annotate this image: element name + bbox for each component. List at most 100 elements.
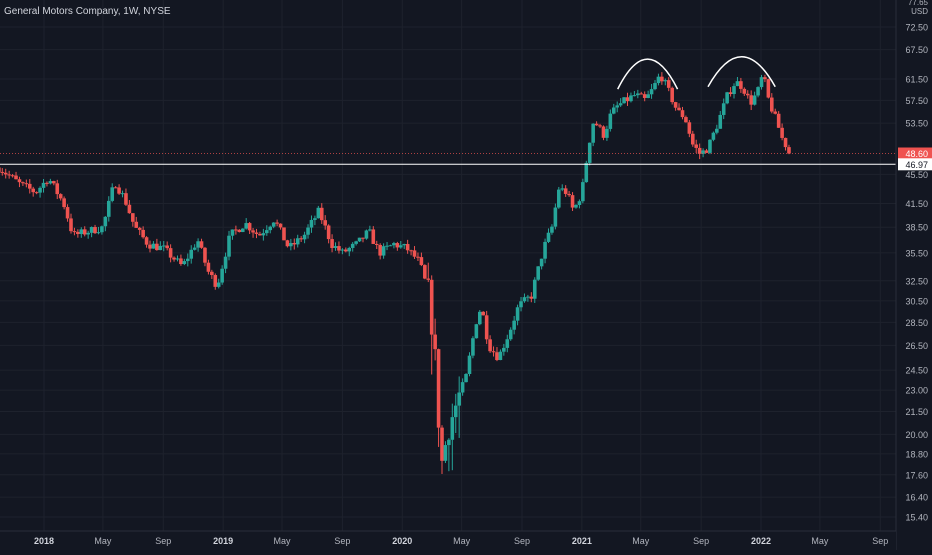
candle-down bbox=[285, 239, 290, 248]
candle-up bbox=[725, 91, 729, 105]
price-tick-label: 53.50 bbox=[905, 119, 928, 129]
candle-up bbox=[577, 199, 582, 209]
last-price-tag-label: 48.60 bbox=[905, 149, 928, 159]
price-tick-label: 45.50 bbox=[905, 170, 928, 180]
candle-body bbox=[557, 189, 561, 208]
candle-down bbox=[677, 103, 681, 111]
candle-body bbox=[553, 207, 558, 227]
candle-up bbox=[185, 253, 190, 267]
candle-body bbox=[299, 238, 303, 240]
candle-up bbox=[271, 222, 276, 229]
candle-up bbox=[316, 205, 321, 219]
candle-down bbox=[491, 346, 496, 357]
candle-down bbox=[495, 347, 499, 362]
candle-down bbox=[670, 86, 674, 105]
candle-down bbox=[598, 123, 602, 129]
candle-body bbox=[368, 229, 372, 231]
candle-body bbox=[385, 245, 389, 247]
candle-body bbox=[708, 139, 712, 153]
candle-up bbox=[443, 441, 448, 464]
candle-body bbox=[340, 249, 345, 251]
candle-body bbox=[419, 257, 424, 266]
candle-down bbox=[24, 179, 29, 188]
candle-down bbox=[213, 273, 218, 290]
candle-body bbox=[666, 80, 671, 88]
candle-up bbox=[447, 438, 451, 472]
candle-down bbox=[282, 227, 286, 241]
candle-body bbox=[72, 231, 77, 233]
candle-body bbox=[144, 237, 149, 245]
candle-body bbox=[776, 113, 781, 128]
time-tick-label: 2020 bbox=[392, 536, 412, 546]
candle-down bbox=[436, 348, 441, 447]
candle-body bbox=[206, 262, 211, 272]
level-price-tag bbox=[898, 158, 932, 171]
candle-body bbox=[55, 183, 60, 195]
candle-down bbox=[31, 186, 36, 197]
candle-body bbox=[405, 244, 410, 251]
candle-body bbox=[189, 249, 194, 259]
candle-up bbox=[477, 309, 482, 326]
candle-body bbox=[721, 103, 726, 115]
candle-body bbox=[278, 223, 283, 228]
candle-body bbox=[433, 334, 437, 350]
candle-body bbox=[728, 92, 733, 95]
candle-body bbox=[570, 195, 575, 208]
candle-body bbox=[38, 187, 42, 193]
candle-up bbox=[653, 80, 657, 91]
candle-body bbox=[574, 204, 578, 208]
candle-up bbox=[508, 327, 513, 341]
candle-body bbox=[220, 268, 224, 283]
candle-up bbox=[560, 184, 565, 192]
candle-up bbox=[756, 86, 760, 98]
candle-body bbox=[258, 233, 262, 236]
candle-up bbox=[333, 242, 338, 251]
candle-up bbox=[41, 179, 46, 193]
candle-body bbox=[632, 95, 637, 97]
candle-up bbox=[96, 226, 101, 235]
candle-up bbox=[526, 294, 530, 302]
candle-body bbox=[58, 194, 63, 199]
candle-body bbox=[192, 247, 197, 250]
candle-down bbox=[412, 246, 417, 259]
candle-down bbox=[423, 264, 427, 280]
price-tick-label: 15.40 bbox=[905, 513, 928, 523]
candle-body bbox=[31, 188, 36, 193]
candle-body bbox=[48, 181, 53, 184]
candle-body bbox=[773, 111, 778, 114]
candle-up bbox=[460, 378, 465, 396]
candle-body bbox=[515, 307, 520, 321]
candle-body bbox=[230, 229, 235, 236]
candle-body bbox=[769, 97, 774, 112]
time-tick-label: May bbox=[94, 536, 112, 546]
candle-down bbox=[684, 115, 688, 123]
candle-body bbox=[402, 244, 407, 246]
candle-down bbox=[361, 237, 365, 243]
candle-up bbox=[450, 403, 455, 471]
candle-down bbox=[395, 241, 400, 251]
candle-body bbox=[780, 127, 784, 138]
candle-up bbox=[289, 238, 293, 251]
candle-up bbox=[632, 91, 637, 97]
candle-down bbox=[234, 225, 238, 235]
candle-up bbox=[89, 226, 94, 238]
candle-up bbox=[261, 228, 266, 241]
candle-down bbox=[21, 181, 25, 186]
candle-body bbox=[636, 93, 640, 96]
candle-body bbox=[642, 94, 647, 98]
candle-body bbox=[653, 83, 657, 90]
candle-up bbox=[189, 245, 194, 264]
candle-down bbox=[199, 238, 204, 249]
candle-body bbox=[350, 243, 355, 248]
candle-body bbox=[745, 93, 750, 96]
candle-up bbox=[103, 216, 108, 232]
candle-body bbox=[701, 150, 705, 154]
price-axis: 15.40 16.40 17.60 18.80 20.00 21.50 23.00 24.50… bbox=[895, 0, 932, 550]
candle-up bbox=[498, 349, 503, 361]
candle-body bbox=[718, 114, 723, 129]
last-price-tag bbox=[898, 147, 932, 160]
candle-body bbox=[261, 233, 266, 236]
candle-down bbox=[10, 173, 15, 178]
